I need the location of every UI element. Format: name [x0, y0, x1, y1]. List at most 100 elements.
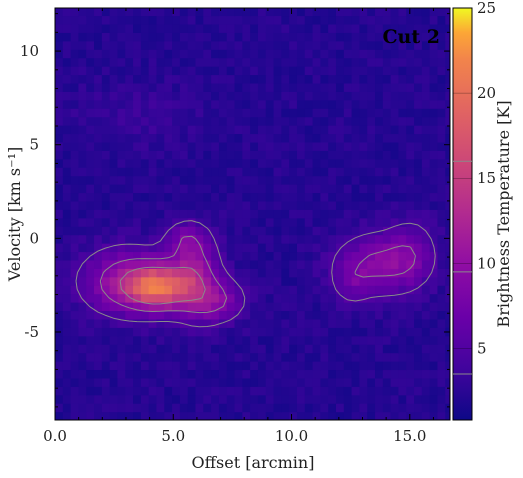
heatmap-cell	[117, 57, 126, 67]
heatmap-cell	[414, 175, 423, 185]
heatmap-cell	[328, 150, 337, 160]
heatmap-cell	[211, 158, 220, 168]
heatmap-cell	[133, 32, 142, 42]
heatmap-cell	[148, 192, 158, 202]
heatmap-cell	[203, 243, 212, 253]
heatmap-cell	[140, 361, 150, 371]
heatmap-cell	[101, 66, 111, 76]
heatmap-cell	[359, 99, 368, 109]
heatmap-cell	[62, 192, 72, 202]
heatmap-cell	[164, 158, 173, 168]
heatmap-cell	[406, 209, 415, 219]
heatmap-cell	[398, 133, 407, 143]
heatmap-cell	[148, 318, 158, 328]
heatmap-cell	[390, 200, 400, 210]
heatmap-cell	[421, 184, 431, 194]
heatmap-cell	[148, 141, 158, 151]
heatmap-cell	[133, 268, 142, 278]
heatmap-cell	[328, 234, 337, 244]
heatmap-cell	[320, 8, 329, 17]
heatmap-cell	[296, 276, 306, 286]
heatmap-cell	[70, 116, 80, 126]
heatmap-cell	[265, 116, 275, 126]
heatmap-cell	[242, 66, 251, 76]
heatmap-cell	[140, 276, 150, 286]
heatmap-cell	[257, 23, 267, 33]
heatmap-cell	[343, 167, 353, 177]
heatmap-cell	[86, 411, 95, 420]
heatmap-cell	[195, 327, 204, 337]
heatmap-cell	[62, 361, 72, 371]
heatmap-cell	[226, 175, 236, 185]
heatmap-cell	[195, 251, 204, 261]
heatmap-cell	[304, 158, 314, 168]
heatmap-cell	[382, 217, 392, 227]
heatmap-cell	[367, 82, 376, 92]
heatmap-cell	[281, 150, 290, 160]
heatmap-cell	[187, 318, 197, 328]
heatmap-cell	[172, 251, 181, 261]
heatmap-cell	[187, 234, 197, 244]
heatmap-cell	[94, 49, 103, 59]
heatmap-cell	[328, 32, 337, 42]
heatmap-cell	[437, 40, 446, 50]
heatmap-cell	[78, 344, 87, 354]
heatmap-cell	[55, 57, 64, 67]
heatmap-cell	[296, 386, 306, 396]
heatmap-cell	[250, 40, 259, 50]
heatmap-cell	[148, 310, 158, 320]
heatmap-cell	[148, 394, 158, 404]
heatmap-cell	[273, 377, 282, 387]
heatmap-cell	[289, 361, 298, 371]
contour-line	[99, 235, 416, 314]
heatmap-cell	[281, 99, 290, 109]
heatmap-cell	[78, 217, 87, 227]
heatmap-cell	[265, 49, 275, 59]
heatmap-cell	[265, 226, 275, 236]
heatmap-cell	[351, 327, 361, 337]
heatmap-cell	[250, 158, 259, 168]
heatmap-cell	[203, 15, 212, 25]
heatmap-cell	[390, 293, 400, 303]
heatmap-cell	[320, 150, 329, 160]
heatmap-cell	[320, 167, 329, 177]
heatmap-cell	[218, 74, 228, 84]
heatmap-cell	[78, 226, 87, 236]
heatmap-cell	[70, 386, 80, 396]
heatmap-cell	[211, 184, 220, 194]
heatmap-cell	[398, 167, 407, 177]
heatmap-cell	[55, 116, 64, 126]
heatmap-cell	[273, 344, 282, 354]
heatmap-cell	[367, 335, 376, 345]
heatmap-cell	[398, 327, 407, 337]
heatmap-cell	[343, 369, 353, 379]
heatmap-cell	[375, 302, 384, 312]
colorbar-title: Brightness Temperature [K]	[494, 100, 513, 327]
heatmap-cell	[437, 302, 446, 312]
heatmap-cell	[398, 310, 407, 320]
heatmap-cell	[335, 403, 345, 413]
heatmap-cell	[414, 82, 423, 92]
heatmap-cell	[94, 226, 103, 236]
heatmap-cell	[429, 133, 439, 143]
heatmap-cell	[101, 335, 111, 345]
heatmap-cell	[445, 234, 450, 244]
heatmap-cell	[320, 158, 329, 168]
heatmap-cell	[414, 403, 423, 413]
heatmap-cell	[445, 276, 450, 286]
heatmap-cell	[179, 133, 189, 143]
heatmap-cell	[211, 293, 220, 303]
heatmap-cell	[117, 335, 126, 345]
heatmap-cell	[445, 82, 450, 92]
heatmap-cell	[156, 361, 165, 371]
heatmap-cell	[250, 243, 259, 253]
heatmap-cell	[335, 276, 345, 286]
heatmap-cell	[125, 209, 134, 219]
heatmap-cell	[265, 369, 275, 379]
heatmap-cell	[429, 49, 439, 59]
heatmap-cell	[94, 386, 103, 396]
heatmap-cell	[242, 293, 251, 303]
heatmap-cell	[55, 74, 64, 84]
heatmap-cell	[250, 369, 259, 379]
heatmap-cell	[250, 268, 259, 278]
